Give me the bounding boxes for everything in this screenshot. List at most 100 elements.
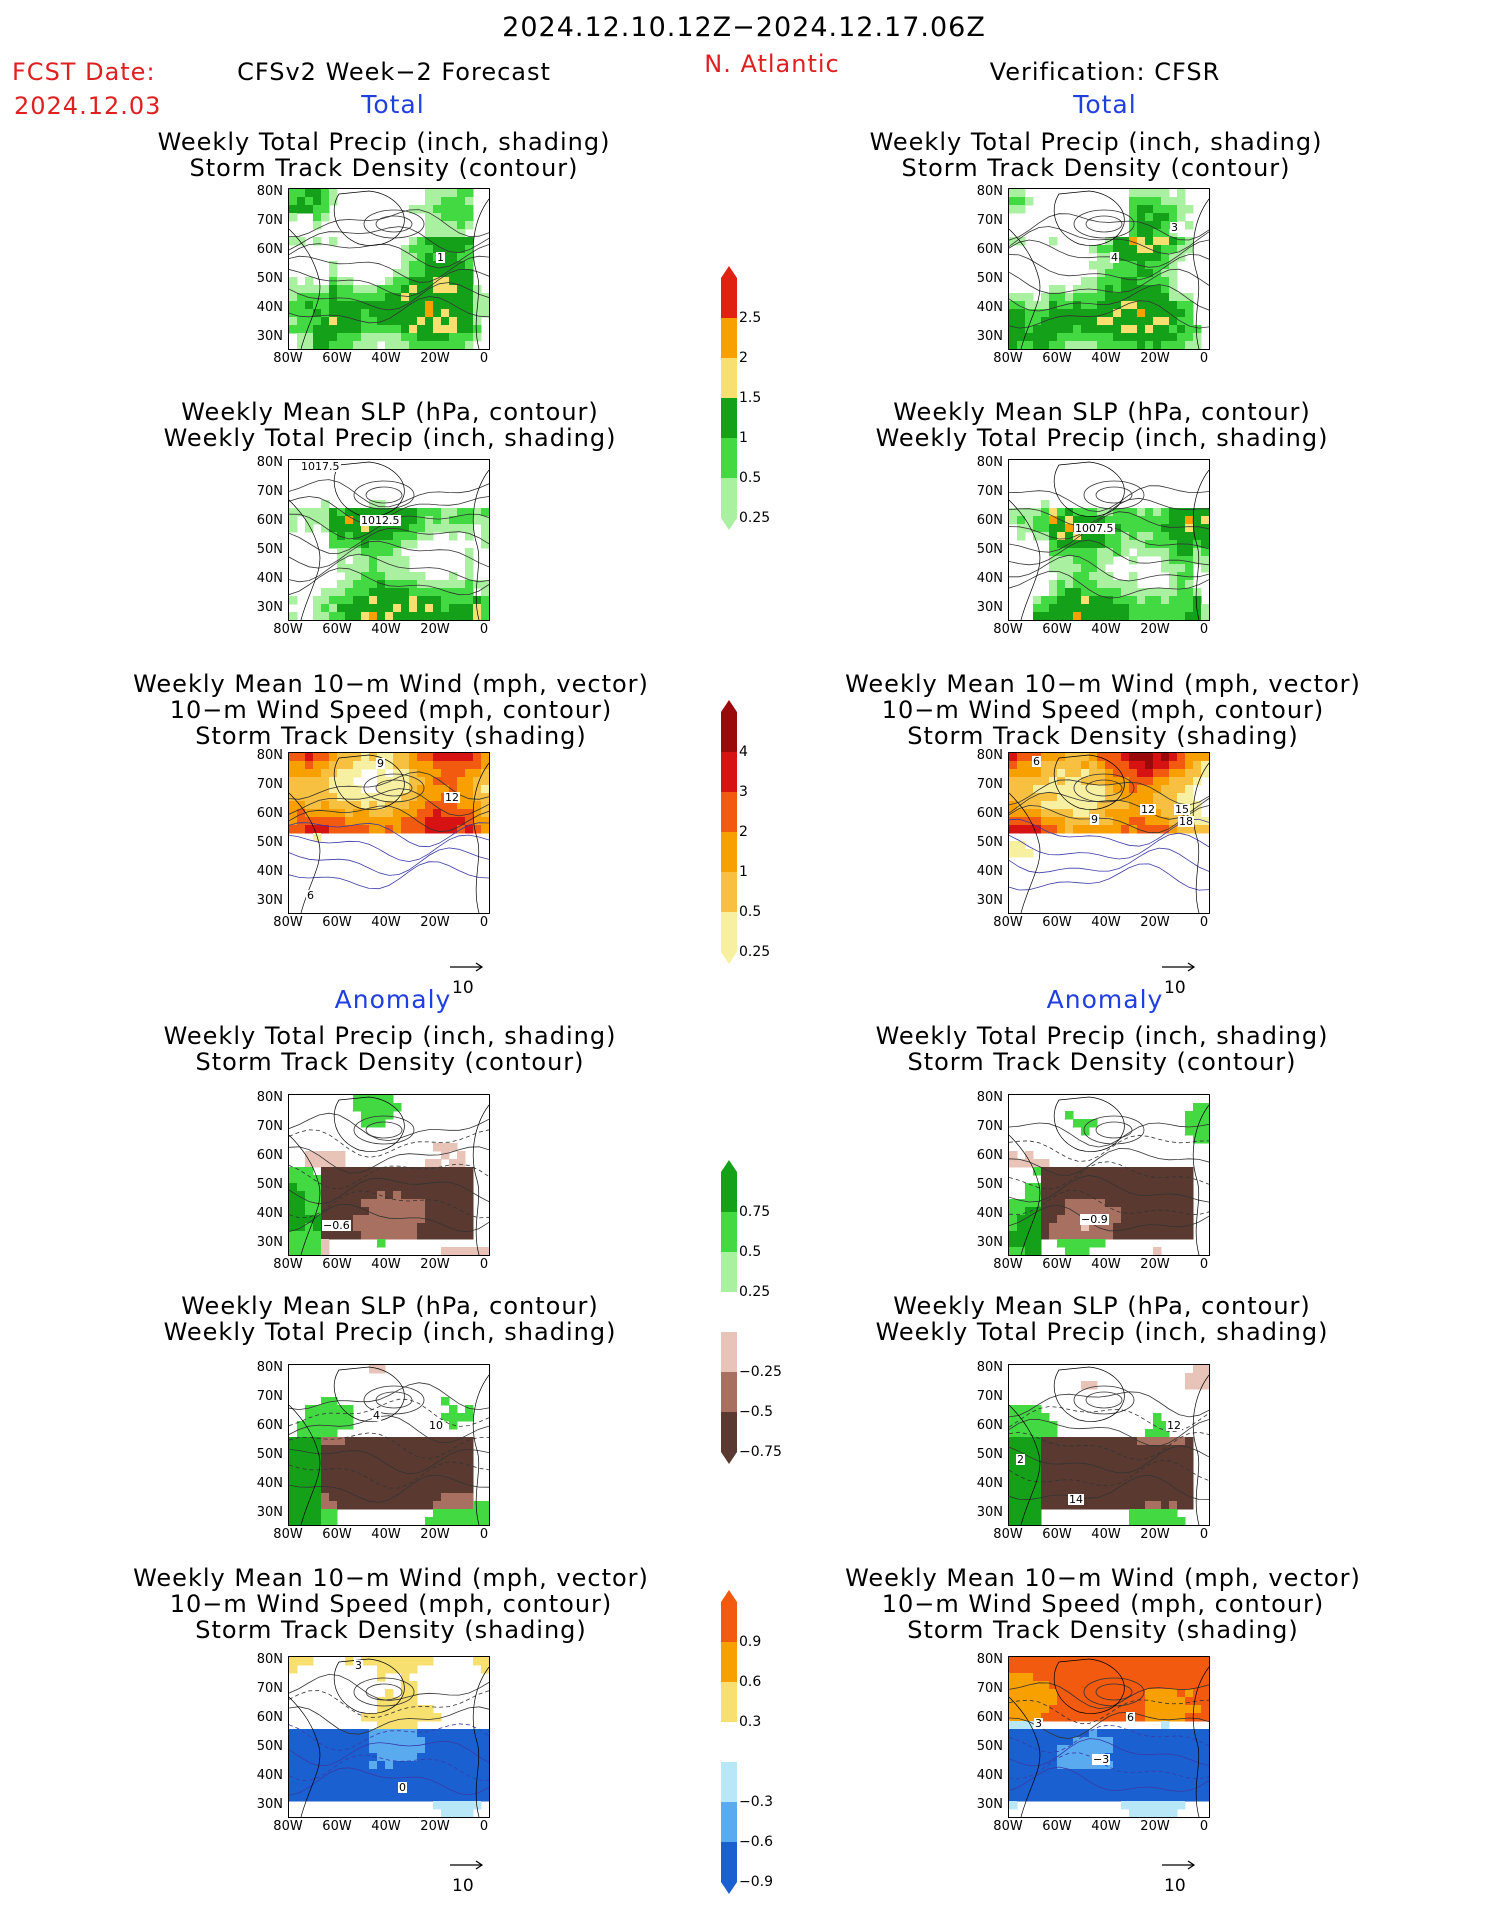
lat-tick-label: 40N bbox=[256, 864, 283, 879]
map-panel-forecast-row3 bbox=[288, 752, 490, 914]
lat-tick-label: 70N bbox=[976, 484, 1003, 499]
lat-tick-label: 80N bbox=[256, 1652, 283, 1667]
lat-tick-label: 50N bbox=[256, 542, 283, 557]
lon-tick-label: 80W bbox=[993, 622, 1023, 637]
lat-tick-label: 50N bbox=[256, 1447, 283, 1462]
colorbar-tick-label: −0.6 bbox=[739, 1834, 773, 1850]
lat-tick-label: 60N bbox=[976, 242, 1003, 257]
lon-tick-label: 0 bbox=[1199, 351, 1209, 366]
lat-tick-label: 40N bbox=[976, 1476, 1003, 1491]
colorbar-tick-label: 0.3 bbox=[739, 1714, 762, 1730]
colorbar-tick-label: 2 bbox=[739, 350, 748, 366]
lon-tick-label: 60W bbox=[1042, 351, 1072, 366]
lat-tick-label: 80N bbox=[256, 184, 283, 199]
lat-tick-label: 40N bbox=[256, 571, 283, 586]
lat-tick-label: 40N bbox=[976, 1768, 1003, 1783]
map-panel-forecast-row1 bbox=[288, 188, 490, 350]
contour-value-label: −3 bbox=[1092, 1753, 1111, 1766]
lon-tick-label: 20W bbox=[420, 1819, 450, 1834]
vector-arrow-icon bbox=[450, 962, 484, 972]
lat-tick-label: 50N bbox=[256, 1739, 283, 1754]
lat-tick-label: 60N bbox=[976, 1418, 1003, 1433]
lat-tick-label: 40N bbox=[976, 864, 1003, 879]
lon-tick-label: 40W bbox=[1091, 351, 1121, 366]
contour-value-label: 4 bbox=[372, 1409, 381, 1422]
lat-tick-label: 40N bbox=[976, 571, 1003, 586]
lon-tick-label: 20W bbox=[1140, 1527, 1170, 1542]
map-plot bbox=[289, 753, 489, 913]
contour-value-label: 9 bbox=[376, 757, 385, 770]
contour-value-label: 1012.5 bbox=[360, 514, 401, 527]
lon-tick-label: 60W bbox=[322, 351, 352, 366]
vector-ref-value: 10 bbox=[1164, 978, 1186, 998]
colorbar-tick-label: 0.6 bbox=[739, 1674, 762, 1690]
lat-tick-label: 40N bbox=[256, 1206, 283, 1221]
colorbar-tick-label: 2.5 bbox=[739, 310, 762, 326]
lon-tick-label: 40W bbox=[371, 1257, 401, 1272]
map-plot bbox=[1009, 1365, 1209, 1525]
title-right-precip-track: Weekly Total Precip (inch, shading) Storm… bbox=[869, 128, 1323, 182]
colorbar-track-anom: 0.9 0.6 0.3 −0.3 −0.6 −0.9 bbox=[721, 1590, 781, 1918]
lon-tick-label: 60W bbox=[1042, 1257, 1072, 1272]
lon-tick-label: 20W bbox=[1140, 1819, 1170, 1834]
contour-value-label: 15 bbox=[1174, 803, 1190, 816]
colorbar-tick-label: −0.25 bbox=[739, 1364, 782, 1380]
lat-tick-label: 40N bbox=[256, 1768, 283, 1783]
lon-tick-label: 80W bbox=[273, 351, 303, 366]
lat-tick-label: 30N bbox=[256, 1505, 283, 1520]
lon-tick-label: 0 bbox=[1199, 1527, 1209, 1542]
lat-tick-label: 70N bbox=[256, 484, 283, 499]
contour-value-label: 18 bbox=[1178, 815, 1194, 828]
lon-tick-label: 40W bbox=[1091, 622, 1121, 637]
title-left-precip-track: Weekly Total Precip (inch, shading) Storm… bbox=[157, 128, 611, 182]
map-panel-verification-row5 bbox=[1008, 1364, 1210, 1526]
vector-ref-right-total: 10 bbox=[1160, 958, 1200, 998]
map-plot bbox=[1009, 461, 1209, 620]
lat-tick-label: 50N bbox=[256, 271, 283, 286]
lat-tick-label: 70N bbox=[976, 1119, 1003, 1134]
contour-value-label: 3 bbox=[1034, 1717, 1043, 1730]
lon-tick-label: 20W bbox=[420, 1527, 450, 1542]
colorbar-tick-label: 0.75 bbox=[739, 1204, 771, 1220]
lat-tick-label: 70N bbox=[976, 1389, 1003, 1404]
lon-tick-label: 80W bbox=[993, 1527, 1023, 1542]
map-plot bbox=[1009, 1657, 1209, 1817]
map-panel-verification-row4 bbox=[1008, 1094, 1210, 1256]
colorbar-tick-label: −0.5 bbox=[739, 1404, 773, 1420]
contour-value-label: 12 bbox=[1140, 803, 1156, 816]
lat-tick-label: 70N bbox=[976, 777, 1003, 792]
lon-tick-label: 20W bbox=[1140, 622, 1170, 637]
lat-tick-label: 80N bbox=[976, 455, 1003, 470]
map-plot bbox=[1009, 189, 1209, 349]
contour-value-label: 0 bbox=[398, 1781, 407, 1794]
fcst-date-value: 2024.12.03 bbox=[14, 92, 162, 120]
map-plot bbox=[289, 1657, 489, 1817]
lon-tick-label: 0 bbox=[479, 622, 489, 637]
colorbar-tick-label: 2 bbox=[739, 824, 748, 840]
title-left-slp-precip-anom: Weekly Mean SLP (hPa, contour) Weekly Tot… bbox=[163, 1292, 617, 1346]
lon-tick-label: 40W bbox=[1091, 1257, 1121, 1272]
lat-tick-label: 60N bbox=[256, 1710, 283, 1725]
lon-tick-label: 60W bbox=[322, 915, 352, 930]
lon-tick-label: 40W bbox=[1091, 1527, 1121, 1542]
lon-tick-label: 60W bbox=[322, 1527, 352, 1542]
contour-value-label: 14 bbox=[1068, 1493, 1084, 1506]
lat-tick-label: 30N bbox=[976, 600, 1003, 615]
map-plot bbox=[1009, 753, 1209, 913]
colorbar-tick-label: −0.3 bbox=[739, 1794, 773, 1810]
lat-tick-label: 30N bbox=[976, 893, 1003, 908]
lon-tick-label: 0 bbox=[1199, 622, 1209, 637]
lat-tick-label: 50N bbox=[976, 1177, 1003, 1192]
lat-tick-label: 70N bbox=[256, 777, 283, 792]
contour-value-label: 6 bbox=[1032, 755, 1041, 768]
lat-tick-label: 80N bbox=[256, 1360, 283, 1375]
lon-tick-label: 0 bbox=[1199, 1819, 1209, 1834]
lon-tick-label: 80W bbox=[273, 1527, 303, 1542]
lon-tick-label: 60W bbox=[322, 1257, 352, 1272]
lat-tick-label: 30N bbox=[976, 1235, 1003, 1250]
colorbar-tick-label: 0.5 bbox=[739, 470, 762, 486]
lat-tick-label: 70N bbox=[256, 1681, 283, 1696]
lat-tick-label: 70N bbox=[976, 1681, 1003, 1696]
lon-tick-label: 0 bbox=[479, 915, 489, 930]
vector-ref-value: 10 bbox=[1164, 1876, 1186, 1896]
